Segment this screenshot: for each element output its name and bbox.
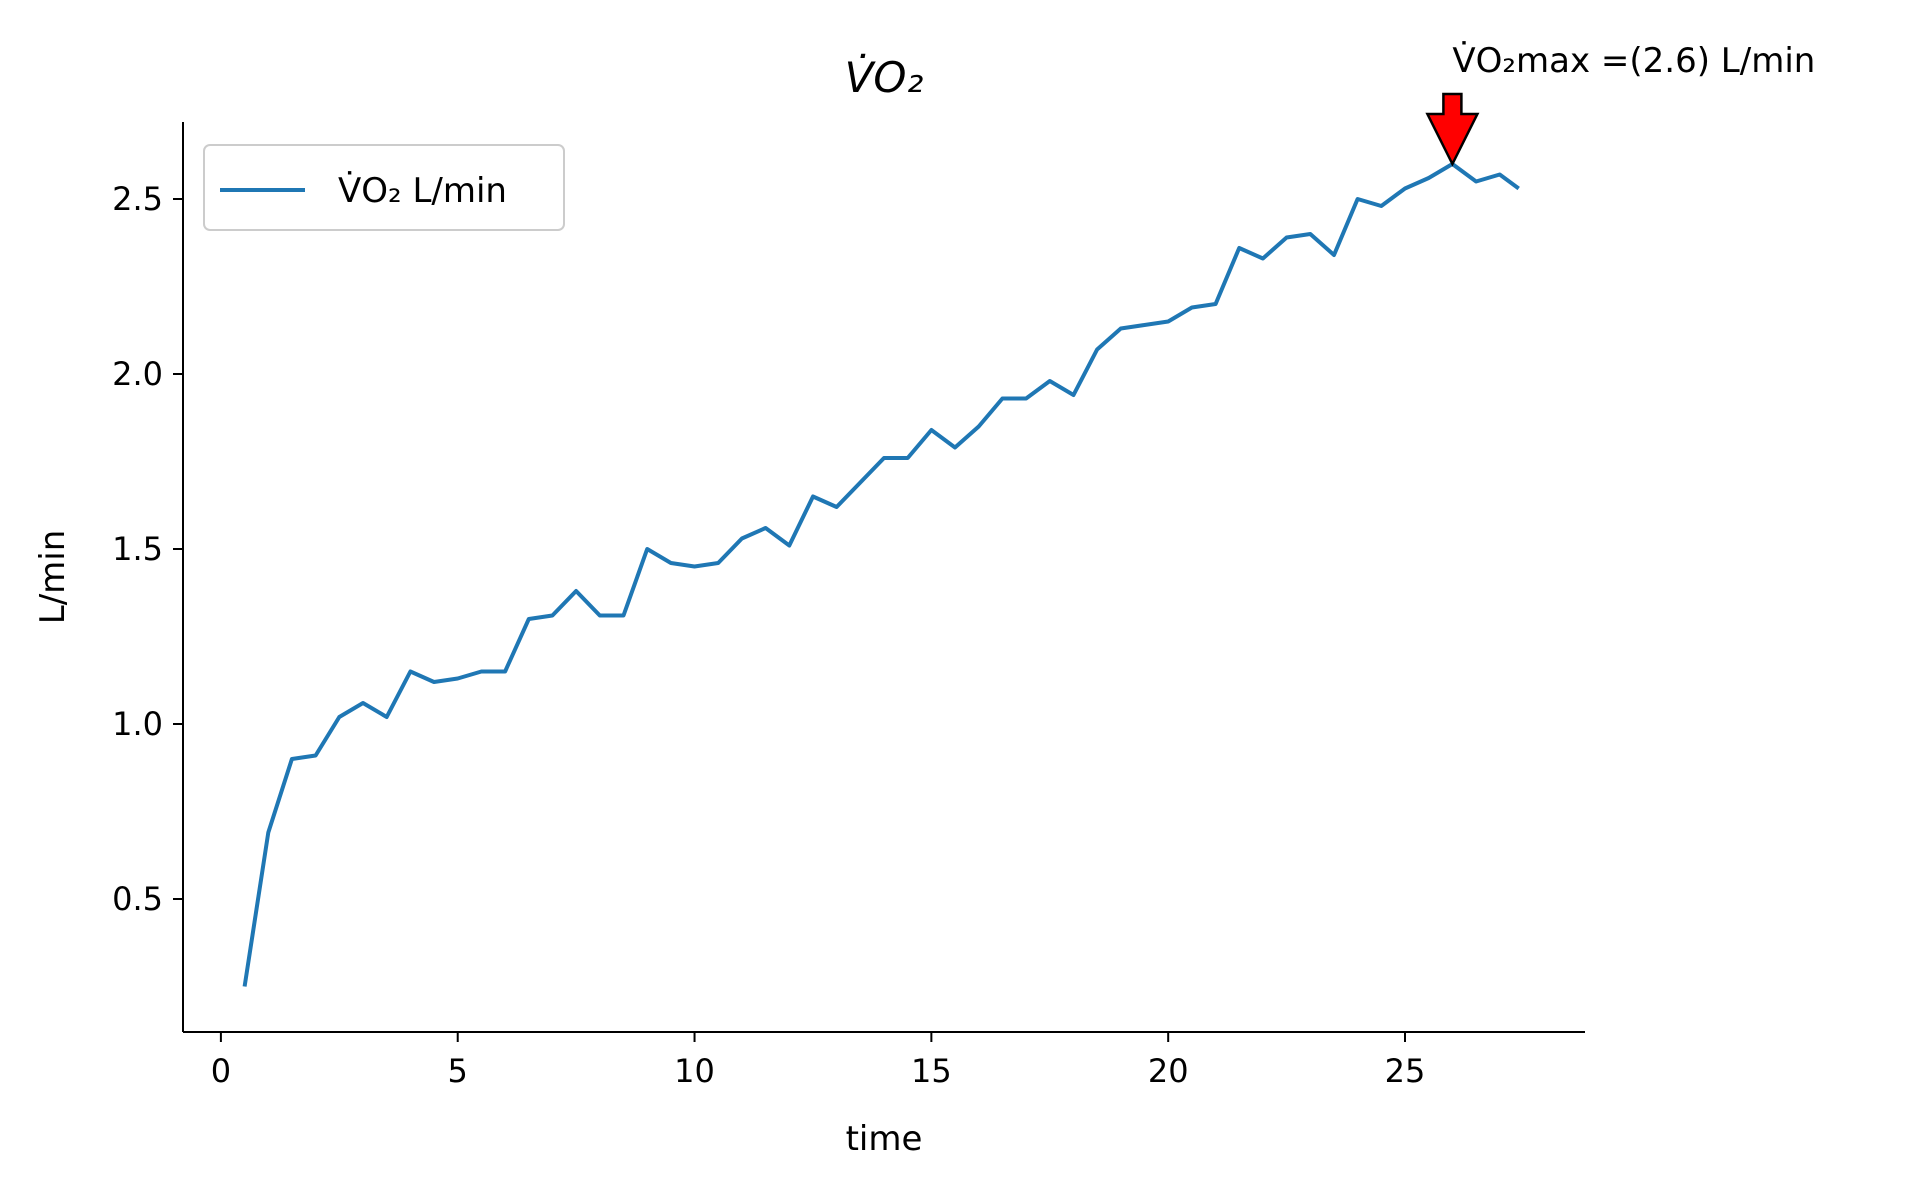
y-tick-label: 1.0 xyxy=(112,705,163,743)
y-tick-label: 2.5 xyxy=(112,180,163,218)
text-layer: V̇O₂ time L/min xyxy=(33,53,923,1159)
annotation-label: V̇O₂max =(2.6) L/min xyxy=(1452,41,1815,81)
annotation-arrow-icon xyxy=(1425,92,1480,167)
x-tick-label: 25 xyxy=(1385,1052,1426,1090)
series-line-vo2 xyxy=(242,162,1520,987)
x-axis-label: time xyxy=(846,1119,923,1159)
y-tick-label: 2.0 xyxy=(112,355,163,393)
annotation-layer: V̇O₂max =(2.6) L/min xyxy=(1425,41,1815,167)
x-tick-label: 15 xyxy=(911,1052,952,1090)
x-tick-label: 10 xyxy=(674,1052,715,1090)
x-tick-label: 20 xyxy=(1148,1052,1189,1090)
legend-label: V̇O₂ L/min xyxy=(338,171,507,211)
y-axis-label: L/min xyxy=(33,530,73,625)
x-tick-label: 0 xyxy=(211,1052,231,1090)
legend-layer: V̇O₂ L/min xyxy=(203,144,565,231)
marks-layer xyxy=(242,162,1520,987)
x-tick-label: 5 xyxy=(448,1052,468,1090)
y-tick-label: 0.5 xyxy=(112,880,163,918)
chart-title: V̇O₂ xyxy=(845,53,924,102)
legend-box xyxy=(203,144,565,231)
y-tick-label: 1.5 xyxy=(112,530,163,568)
axes-layer: 0 5 10 15 20 25 0.5 1.0 1.5 2.0 2.5 xyxy=(112,122,1585,1090)
